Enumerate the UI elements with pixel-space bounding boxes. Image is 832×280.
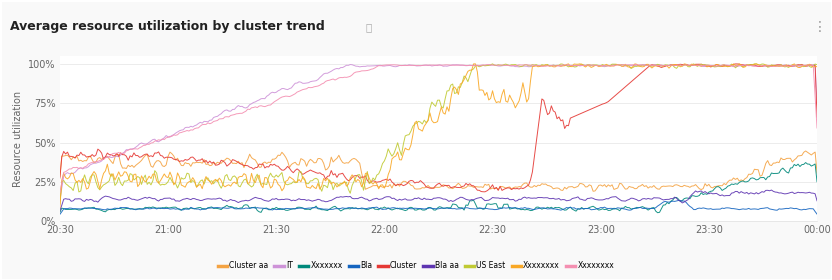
- Text: Average resource utilization by cluster trend: Average resource utilization by cluster …: [10, 20, 324, 32]
- Y-axis label: Resource utilization: Resource utilization: [12, 90, 22, 187]
- Text: ⓘ: ⓘ: [366, 22, 372, 32]
- Text: ⋮: ⋮: [812, 20, 826, 34]
- Legend: Cluster aa, IT, Xxxxxxx, Bla, Cluster, Bla aa, US East, Xxxxxxxx, Xxxxxxxx: Cluster aa, IT, Xxxxxxx, Bla, Cluster, B…: [215, 258, 617, 273]
